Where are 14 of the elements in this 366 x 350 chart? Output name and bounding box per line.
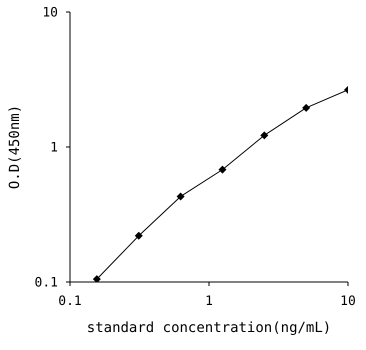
- point: [218, 166, 226, 174]
- y-tick-label: 10: [42, 6, 58, 21]
- y-tick-label: 1: [50, 140, 58, 156]
- x-tick-label: 0.1: [58, 294, 82, 310]
- x-axis-title: standard concentration(ng/mL): [86, 320, 332, 336]
- point: [134, 232, 143, 240]
- point: [92, 275, 101, 282]
- point: [260, 131, 268, 140]
- y-tick-label: 0.1: [34, 276, 58, 291]
- x-tick-label: 1: [205, 294, 213, 310]
- x-tick-label: 10: [340, 294, 356, 310]
- point: [302, 104, 310, 112]
- point: [176, 192, 185, 200]
- y-axis-title: O.D(450nm): [6, 104, 23, 190]
